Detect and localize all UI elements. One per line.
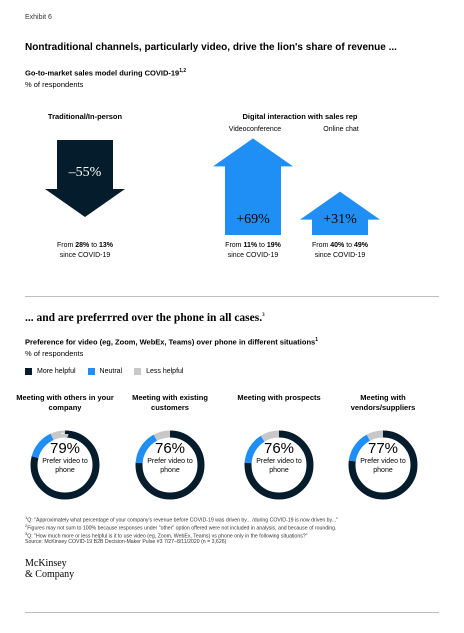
from-prefix: From [311, 242, 331, 249]
mckinsey-logo: McKinsey & Company [25, 558, 74, 580]
footnote-2: 2Figures may not sum to 100% because res… [25, 523, 337, 532]
arrow-online-chat [300, 191, 380, 235]
donut-value-customers: 76% [154, 440, 186, 457]
column-label-videoconference: Videoconference [228, 126, 282, 133]
footnote-3: 3Q: "How much more or less helpful is it… [25, 531, 308, 540]
section2-subtitle-sup: 1 [315, 337, 318, 343]
donut-title-prospects: Meeting with prospects [237, 393, 321, 402]
donut-customers-segment-less [135, 430, 205, 500]
arrow-videoconference [213, 138, 293, 235]
donut-title-vendors: Meeting with vendors/suppliers [350, 393, 416, 412]
section-divider [25, 296, 439, 297]
donut-title-internal: Meeting with others in your company [16, 393, 114, 412]
legend-item-neutral: Neutral [87, 368, 123, 375]
from-prefix: From [56, 242, 76, 249]
donut-caption-prospects: Prefer video to phone [256, 458, 302, 474]
to-value: 13% [99, 242, 114, 249]
section2-subtitle: Preference for video (eg, Zoom, WebEx, T… [25, 337, 318, 347]
from-value: 28% [75, 242, 90, 249]
exhibit-label: Exhibit 6 [25, 14, 52, 21]
footnote-1-sup: 1 [25, 515, 28, 520]
donut-caption-vendors: Prefer video to phone [360, 458, 406, 474]
donut-title-customers: Meeting with existing customers [132, 393, 208, 412]
section1-title: Nontraditional channels, particularly vi… [25, 42, 397, 53]
footer-divider [25, 612, 439, 613]
section1-unit: % of respondents [25, 80, 84, 89]
to-value: 49% [354, 242, 369, 249]
from-prefix: From [225, 242, 244, 249]
footnote-3-sup: 3 [25, 531, 28, 536]
section2-unit: % of respondents [25, 349, 84, 358]
donut-internal-segment-less [30, 430, 100, 500]
footnote-source-text: Source: McKinsey COVID-19 B2B Decision-M… [25, 539, 227, 545]
donut-prospects-segment-less [244, 430, 314, 500]
change-text-videoconference: From 11% to 19% since COVID-19 [208, 241, 298, 261]
donut-caption-customers: Prefer video to phone [147, 458, 193, 474]
section2-title: ... and are preferrred over the phone in… [25, 312, 265, 324]
section2-subtitle-text: Preference for video (eg, Zoom, WebEx, T… [25, 337, 316, 347]
donut-value-prospects: 76% [263, 440, 295, 457]
logo-line2: & Company [25, 569, 75, 580]
donut-vendors-segment-less [348, 430, 418, 500]
arrow-chart [45, 138, 380, 235]
value-label-online-chat: +31% [323, 212, 357, 227]
section1-subtitle-text: Go-to-market sales model during COVID-19 [25, 68, 180, 78]
logo-line1: McKinsey [25, 558, 67, 569]
from-value: 40% [330, 242, 345, 249]
legend-swatch-less [134, 368, 142, 375]
legend-item-less: Less helpful [134, 368, 183, 375]
legend-label-more: More helpful [37, 368, 76, 375]
section1-subtitle-sup: 1,2 [179, 68, 187, 74]
footnote-2-sup: 2 [25, 523, 28, 528]
legend-swatch-neutral [87, 368, 95, 375]
from-mid: to [89, 242, 99, 249]
value-label-traditional: –55% [68, 165, 102, 180]
section1-subtitle: Go-to-market sales model during COVID-19… [25, 68, 186, 78]
arrow-traditional [45, 140, 125, 217]
donut-value-internal: 79% [49, 440, 81, 457]
column-label-online-chat: Online chat [323, 126, 359, 133]
footnote-3-text: Q: "How much more or less helpful is it … [27, 533, 308, 540]
group-label-digital: Digital interaction with sales rep [242, 112, 358, 121]
section2-title-text: ... and are preferrred over the phone in… [25, 312, 263, 324]
from-suffix: since COVID-19 [227, 252, 279, 259]
donut-value-vendors: 77% [367, 440, 399, 457]
legend-swatch-more [25, 368, 32, 375]
change-text-online-chat: From 40% to 49% since COVID-19 [295, 241, 385, 261]
group-label-traditional: Traditional/In-person [47, 112, 123, 121]
footnote-1-text: Q: "Approximately what percentage of you… [27, 517, 338, 524]
from-value: 11% [243, 242, 258, 249]
value-label-videoconference: +69% [236, 212, 270, 227]
from-suffix: since COVID-19 [314, 252, 366, 259]
from-mid: to [344, 242, 354, 249]
to-value: 19% [266, 242, 281, 249]
legend: More helpful Neutral Less helpful [25, 368, 195, 375]
footnote-2-text: Figures may not sum to 100% because resp… [27, 525, 337, 532]
footnote-source: Source: McKinsey COVID-19 B2B Decision-M… [25, 539, 226, 545]
from-suffix: since COVID-19 [59, 252, 111, 259]
legend-label-less: Less helpful [146, 368, 184, 375]
change-text-traditional: From 28% to 13% since COVID-19 [40, 241, 130, 261]
from-mid: to [257, 242, 267, 249]
donut-charts [30, 430, 418, 500]
section2-title-sup: 3 [262, 313, 265, 319]
footnote-1: 1Q: "Approximately what percentage of yo… [25, 515, 338, 524]
donut-caption-internal: Prefer video to phone [42, 458, 88, 474]
legend-item-more: More helpful [25, 368, 76, 375]
legend-label-neutral: Neutral [99, 368, 123, 375]
